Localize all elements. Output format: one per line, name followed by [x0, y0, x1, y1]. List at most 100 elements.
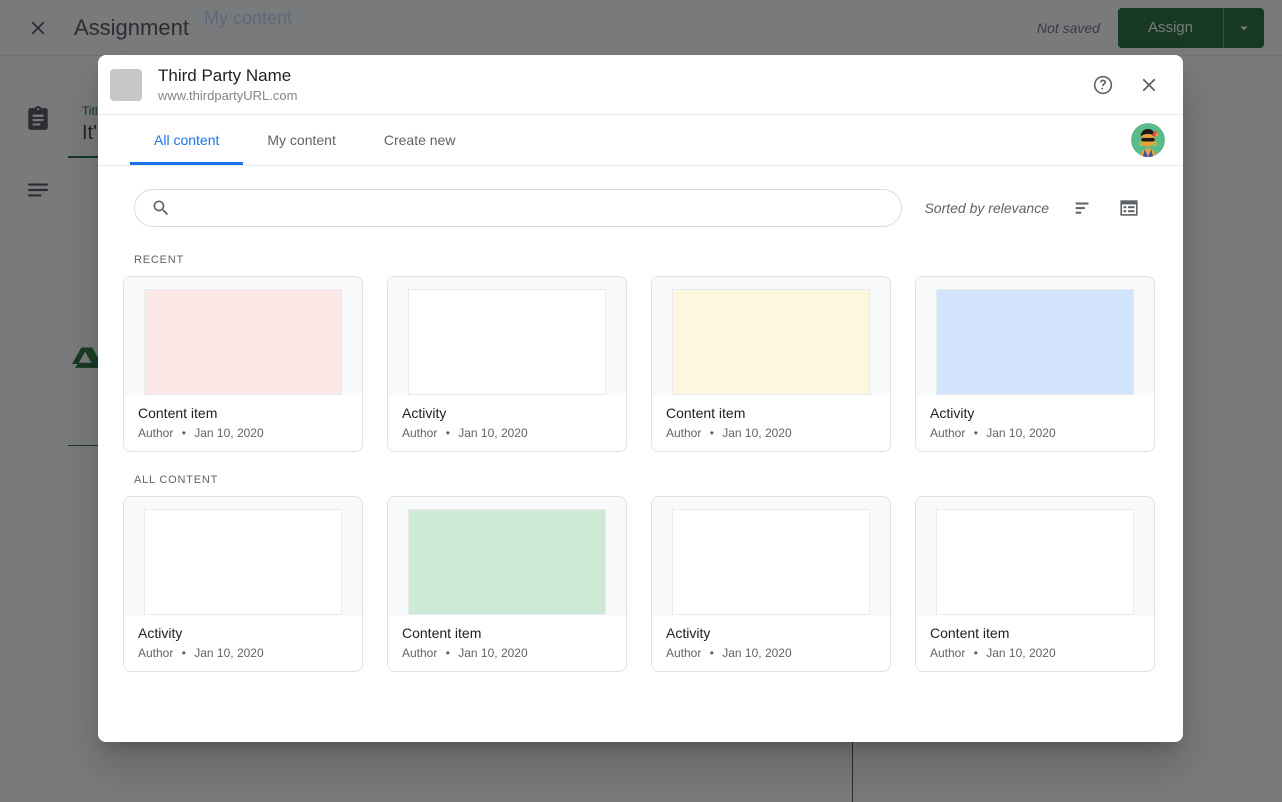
card-date: Jan 10, 2020 — [722, 646, 792, 660]
help-circle-icon — [1093, 75, 1113, 94]
separator-dot: • — [709, 426, 714, 440]
thumbnail-preview — [936, 289, 1134, 395]
tab-all-content[interactable]: All content — [130, 115, 244, 165]
card-meta: Content item Author • Jan 10, 2020 — [652, 395, 890, 451]
card-title: Content item — [930, 625, 1010, 641]
card-thumbnail — [916, 497, 1154, 615]
tab-create-new[interactable]: Create new — [360, 115, 480, 165]
card-meta: Activity Author • Jan 10, 2020 — [652, 615, 890, 671]
separator-dot: • — [445, 426, 450, 440]
card-subtitle: Author • Jan 10, 2020 — [138, 645, 348, 662]
card-thumbnail — [124, 497, 362, 615]
card-subtitle: Author • Jan 10, 2020 — [666, 425, 876, 442]
thumbnail-preview — [144, 289, 342, 395]
card-subtitle: Author • Jan 10, 2020 — [666, 645, 876, 662]
user-avatar-icon — [1131, 123, 1165, 157]
search-and-sort-row: Sorted by relevance — [122, 188, 1159, 228]
section-label-all-content: ALL CONTENT — [134, 474, 219, 486]
card-subtitle: Author • Jan 10, 2020 — [402, 645, 612, 662]
card-author: Author — [930, 426, 966, 440]
provider-info: Third Party Name www.thirdpartyURL.com — [158, 65, 297, 105]
sort-controls: Sorted by relevance — [924, 188, 1159, 228]
separator-dot: • — [973, 426, 978, 440]
thumbnail-preview — [672, 289, 870, 395]
card-subtitle: Author • Jan 10, 2020 — [930, 645, 1140, 662]
content-card[interactable]: Activity Author • Jan 10, 2020 — [387, 276, 627, 452]
close-icon — [1142, 78, 1156, 91]
card-author: Author — [402, 426, 438, 440]
card-meta: Activity Author • Jan 10, 2020 — [388, 395, 626, 451]
card-date: Jan 10, 2020 — [194, 646, 264, 660]
content-card[interactable]: Content item Author • Jan 10, 2020 — [915, 496, 1155, 672]
separator-dot: • — [181, 646, 186, 660]
card-title: Content item — [402, 625, 482, 641]
separator-dot: • — [181, 426, 186, 440]
card-date: Jan 10, 2020 — [458, 646, 528, 660]
tab-label: My content — [267, 132, 336, 148]
card-meta: Content item Author • Jan 10, 2020 — [124, 395, 362, 451]
card-thumbnail — [124, 277, 362, 395]
avatar[interactable] — [1131, 123, 1165, 157]
sort-button[interactable] — [1063, 188, 1103, 228]
section-label-recent: RECENT — [134, 254, 185, 266]
card-meta: Content item Author • Jan 10, 2020 — [388, 615, 626, 671]
provider-name: Third Party Name — [158, 65, 292, 85]
card-meta: Activity Author • Jan 10, 2020 — [916, 395, 1154, 451]
card-title: Activity — [402, 405, 447, 421]
view-toggle-button[interactable] — [1109, 188, 1149, 228]
card-thumbnail — [388, 277, 626, 395]
all-content-card-grid: Activity Author • Jan 10, 2020 Content i… — [122, 496, 1159, 672]
card-title: Activity — [930, 405, 975, 421]
search-box[interactable] — [134, 189, 902, 227]
dialog-tabs: All content My content Create new — [98, 114, 1183, 166]
content-card[interactable]: Activity Author • Jan 10, 2020 — [651, 496, 891, 672]
separator-dot: • — [973, 646, 978, 660]
thumbnail-preview — [936, 509, 1134, 615]
separator-dot: • — [445, 646, 450, 660]
dialog-body: Sorted by relevance — [98, 166, 1183, 742]
search-icon — [153, 200, 169, 216]
card-title: Activity — [666, 625, 711, 641]
content-card[interactable]: Activity Author • Jan 10, 2020 — [915, 276, 1155, 452]
card-date: Jan 10, 2020 — [194, 426, 264, 440]
content-card[interactable]: Content item Author • Jan 10, 2020 — [123, 276, 363, 452]
tab-label: Create new — [383, 132, 456, 148]
thumbnail-preview — [672, 509, 870, 615]
close-dialog-button[interactable] — [1129, 65, 1169, 105]
card-author: Author — [138, 426, 174, 440]
card-title: Content item — [666, 405, 746, 421]
card-date: Jan 10, 2020 — [458, 426, 528, 440]
card-subtitle: Author • Jan 10, 2020 — [402, 425, 612, 442]
content-card[interactable]: Activity Author • Jan 10, 2020 — [123, 496, 363, 672]
third-party-logo-placeholder — [110, 68, 142, 101]
thumbnail-preview — [144, 509, 342, 615]
tab-my-content[interactable]: My content — [243, 115, 359, 165]
content-card[interactable]: Content item Author • Jan 10, 2020 — [387, 496, 627, 672]
recent-card-grid: Content item Author • Jan 10, 2020 Activ… — [122, 276, 1159, 452]
help-button[interactable] — [1083, 65, 1123, 105]
tab-label: All content — [154, 132, 220, 148]
thumbnail-preview — [408, 509, 606, 615]
search-input[interactable] — [183, 200, 885, 216]
card-thumbnail — [652, 277, 890, 395]
dialog-header-actions — [1083, 65, 1169, 105]
card-thumbnail — [388, 497, 626, 615]
card-author: Author — [930, 646, 966, 660]
card-thumbnail — [916, 277, 1154, 395]
provider-url: www.thirdpartyURL.com — [158, 87, 298, 103]
card-date: Jan 10, 2020 — [986, 426, 1056, 440]
card-subtitle: Author • Jan 10, 2020 — [930, 425, 1140, 442]
content-card[interactable]: Content item Author • Jan 10, 2020 — [651, 276, 891, 452]
card-date: Jan 10, 2020 — [722, 426, 792, 440]
card-meta: Content item Author • Jan 10, 2020 — [916, 615, 1154, 671]
sort-descending-icon — [1075, 202, 1089, 214]
list-view-icon — [1120, 200, 1138, 216]
card-author: Author — [666, 426, 702, 440]
card-author: Author — [666, 646, 702, 660]
card-meta: Activity Author • Jan 10, 2020 — [124, 615, 362, 671]
card-author: Author — [402, 646, 438, 660]
third-party-content-picker-dialog: Third Party Name www.thirdpartyURL.com A… — [98, 55, 1183, 742]
sort-status-label: Sorted by relevance — [924, 200, 1049, 216]
card-author: Author — [138, 646, 174, 660]
thumbnail-preview — [408, 289, 606, 395]
